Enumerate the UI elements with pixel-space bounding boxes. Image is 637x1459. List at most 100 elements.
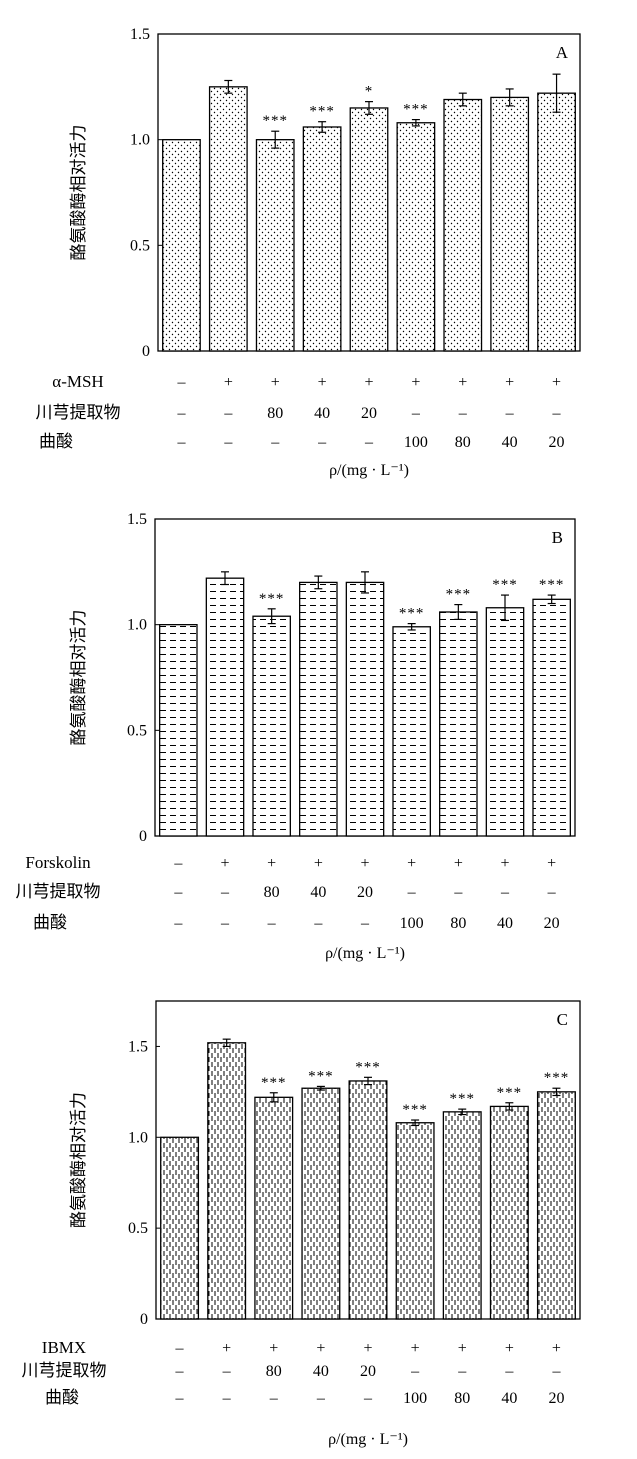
- condition-value: +: [547, 855, 556, 872]
- condition-value: +: [505, 1340, 514, 1357]
- panel-label: C: [557, 1010, 568, 1029]
- condition-value: +: [316, 1340, 325, 1357]
- condition-value: –: [411, 405, 421, 422]
- condition-value: +: [500, 855, 509, 872]
- condition-value: –: [222, 1390, 232, 1407]
- condition-row-label: Forskolin: [25, 853, 91, 872]
- condition-value: –: [175, 1390, 185, 1407]
- condition-value: 40: [501, 1390, 517, 1407]
- condition-value: +: [458, 1340, 467, 1357]
- condition-value: +: [363, 1340, 372, 1357]
- bar: [162, 139, 201, 352]
- condition-value: +: [318, 374, 327, 391]
- significance-label: ***: [403, 102, 429, 118]
- bar: [396, 122, 436, 352]
- condition-value: 80: [267, 405, 283, 422]
- bar: [207, 1042, 247, 1320]
- condition-value: +: [220, 855, 229, 872]
- condition-value: +: [458, 374, 467, 391]
- condition-value: 20: [548, 1390, 564, 1407]
- bar: [159, 624, 198, 837]
- condition-value: –: [547, 884, 557, 901]
- bar: [255, 139, 295, 352]
- significance-label: ***: [399, 606, 425, 622]
- condition-value: –: [505, 405, 515, 422]
- condition-row-label: 川芎提取物: [22, 1361, 107, 1380]
- condition-value: 20: [544, 915, 560, 932]
- condition-row-label: 川芎提取物: [36, 403, 121, 422]
- significance-label: ***: [261, 1075, 287, 1091]
- condition-value: –: [223, 434, 233, 451]
- condition-value: –: [500, 884, 510, 901]
- condition-value: 100: [403, 1390, 427, 1407]
- significance-label: ***: [308, 1068, 334, 1084]
- bar: [345, 581, 385, 837]
- condition-value: 80: [450, 915, 466, 932]
- condition-row-label: 川芎提取物: [16, 882, 101, 901]
- condition-value: –: [267, 915, 277, 932]
- bar: [348, 1080, 388, 1320]
- condition-value: –: [316, 1390, 326, 1407]
- bar: [299, 581, 338, 837]
- condition-value: –: [458, 405, 468, 422]
- condition-value: 80: [264, 884, 280, 901]
- condition-value: –: [313, 915, 323, 932]
- panel-label: B: [552, 528, 563, 547]
- condition-value: +: [552, 1340, 561, 1357]
- condition-value: 100: [400, 915, 424, 932]
- condition-value: –: [220, 915, 230, 932]
- y-tick-label: 1.0: [127, 617, 147, 634]
- condition-value: –: [173, 884, 183, 901]
- condition-value: 40: [314, 405, 330, 422]
- condition-value: +: [314, 855, 323, 872]
- significance-label: *: [365, 84, 374, 100]
- bar: [160, 1136, 200, 1320]
- y-tick-label: 0: [139, 828, 147, 845]
- bar: [490, 96, 530, 352]
- condition-value: +: [552, 374, 561, 391]
- condition-value: –: [173, 915, 183, 932]
- significance-label: ***: [539, 577, 565, 593]
- bar: [442, 1111, 482, 1320]
- y-tick-label: 0: [142, 343, 150, 360]
- condition-value: 80: [266, 1363, 282, 1380]
- condition-value: +: [454, 855, 463, 872]
- significance-label: ***: [262, 113, 288, 129]
- condition-value: +: [269, 1340, 278, 1357]
- condition-value: 20: [360, 1363, 376, 1380]
- condition-value: +: [411, 374, 420, 391]
- bar: [392, 626, 431, 837]
- condition-value: +: [505, 374, 514, 391]
- condition-value: –: [223, 405, 233, 422]
- significance-label: ***: [402, 1102, 428, 1118]
- condition-value: 20: [549, 434, 565, 451]
- bar: [536, 1091, 576, 1320]
- condition-value: –: [269, 1390, 279, 1407]
- unit-label: ρ/(mg · L⁻¹): [328, 1431, 408, 1448]
- condition-value: –: [551, 1363, 561, 1380]
- condition-value: +: [407, 855, 416, 872]
- bar: [349, 107, 389, 352]
- significance-label: ***: [259, 591, 285, 607]
- condition-value: 20: [361, 405, 377, 422]
- bar: [395, 1122, 435, 1320]
- unit-label: ρ/(mg · L⁻¹): [329, 462, 409, 479]
- bar: [208, 86, 248, 352]
- condition-value: 40: [313, 1363, 329, 1380]
- y-axis-label: 酪氨酸酶相对活力: [69, 610, 88, 746]
- condition-value: –: [176, 374, 186, 391]
- condition-value: –: [317, 434, 327, 451]
- significance-label: ***: [497, 1085, 523, 1101]
- bar: [301, 1087, 341, 1320]
- condition-value: +: [364, 374, 373, 391]
- condition-value: –: [173, 855, 183, 872]
- condition-value: 20: [357, 884, 373, 901]
- condition-value: –: [360, 915, 370, 932]
- bar: [532, 598, 571, 837]
- condition-value: –: [457, 1363, 467, 1380]
- significance-label: ***: [544, 1070, 570, 1086]
- y-tick-label: 1.5: [128, 1038, 148, 1055]
- condition-value: +: [224, 374, 233, 391]
- bar: [443, 98, 483, 352]
- condition-value: –: [175, 1340, 185, 1357]
